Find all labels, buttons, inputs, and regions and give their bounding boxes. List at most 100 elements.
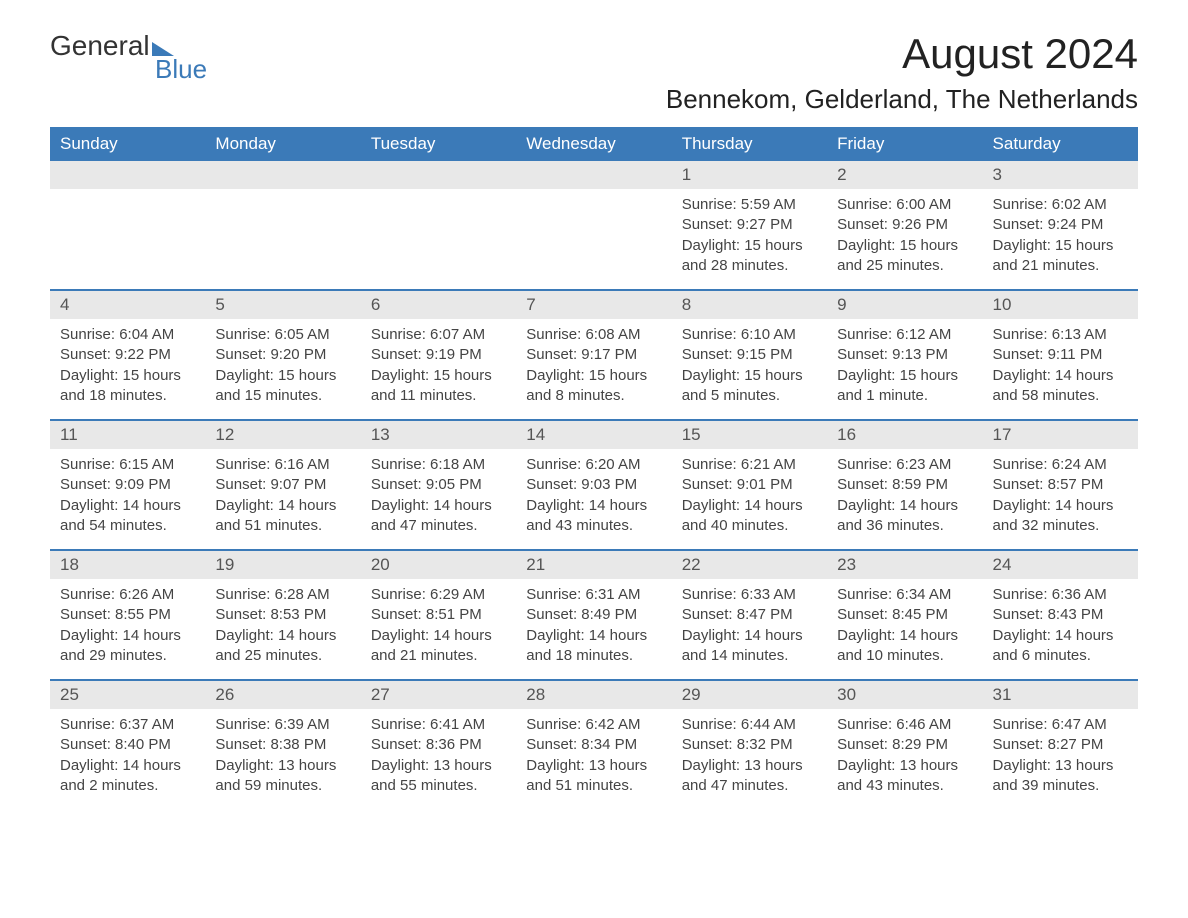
daylight-text: Daylight: 14 hours and 58 minutes. (993, 366, 1128, 407)
day-cell: 21Sunrise: 6:31 AMSunset: 8:49 PMDayligh… (516, 551, 671, 679)
day-cell: 16Sunrise: 6:23 AMSunset: 8:59 PMDayligh… (827, 421, 982, 549)
day-content: Sunrise: 6:29 AMSunset: 8:51 PMDaylight:… (361, 579, 516, 672)
day-number: 25 (50, 681, 205, 709)
daylight-text: Daylight: 14 hours and 32 minutes. (993, 496, 1128, 537)
month-title: August 2024 (666, 30, 1138, 78)
daylight-text: Daylight: 14 hours and 54 minutes. (60, 496, 195, 537)
daylight-text: Daylight: 14 hours and 40 minutes. (682, 496, 817, 537)
sunset-text: Sunset: 8:36 PM (371, 735, 506, 755)
day-content: Sunrise: 6:20 AMSunset: 9:03 PMDaylight:… (516, 449, 671, 542)
sunset-text: Sunset: 9:13 PM (837, 345, 972, 365)
empty-day-header (50, 161, 205, 189)
day-header-friday: Friday (827, 127, 982, 161)
daylight-text: Daylight: 15 hours and 8 minutes. (526, 366, 661, 407)
day-number: 23 (827, 551, 982, 579)
page-header: General Blue August 2024 Bennekom, Gelde… (50, 30, 1138, 115)
day-content: Sunrise: 6:46 AMSunset: 8:29 PMDaylight:… (827, 709, 982, 802)
daylight-text: Daylight: 15 hours and 5 minutes. (682, 366, 817, 407)
daylight-text: Daylight: 14 hours and 36 minutes. (837, 496, 972, 537)
day-content: Sunrise: 6:39 AMSunset: 8:38 PMDaylight:… (205, 709, 360, 802)
sunset-text: Sunset: 9:05 PM (371, 475, 506, 495)
daylight-text: Daylight: 15 hours and 25 minutes. (837, 236, 972, 277)
day-header-saturday: Saturday (983, 127, 1138, 161)
calendar: Sunday Monday Tuesday Wednesday Thursday… (50, 127, 1138, 809)
sunset-text: Sunset: 9:09 PM (60, 475, 195, 495)
calendar-header-row: Sunday Monday Tuesday Wednesday Thursday… (50, 127, 1138, 161)
day-cell: 29Sunrise: 6:44 AMSunset: 8:32 PMDayligh… (672, 681, 827, 809)
daylight-text: Daylight: 13 hours and 51 minutes. (526, 756, 661, 797)
sunset-text: Sunset: 9:22 PM (60, 345, 195, 365)
daylight-text: Daylight: 14 hours and 21 minutes. (371, 626, 506, 667)
day-cell: 13Sunrise: 6:18 AMSunset: 9:05 PMDayligh… (361, 421, 516, 549)
day-number: 28 (516, 681, 671, 709)
day-header-tuesday: Tuesday (361, 127, 516, 161)
sunset-text: Sunset: 8:55 PM (60, 605, 195, 625)
day-number: 16 (827, 421, 982, 449)
sunset-text: Sunset: 9:15 PM (682, 345, 817, 365)
sunset-text: Sunset: 8:43 PM (993, 605, 1128, 625)
day-cell: 23Sunrise: 6:34 AMSunset: 8:45 PMDayligh… (827, 551, 982, 679)
day-content: Sunrise: 6:13 AMSunset: 9:11 PMDaylight:… (983, 319, 1138, 412)
daylight-text: Daylight: 13 hours and 55 minutes. (371, 756, 506, 797)
day-number: 30 (827, 681, 982, 709)
day-content: Sunrise: 6:36 AMSunset: 8:43 PMDaylight:… (983, 579, 1138, 672)
daylight-text: Daylight: 14 hours and 18 minutes. (526, 626, 661, 667)
empty-day-header (361, 161, 516, 189)
day-header-thursday: Thursday (672, 127, 827, 161)
day-number: 24 (983, 551, 1138, 579)
sunset-text: Sunset: 8:49 PM (526, 605, 661, 625)
day-cell (361, 161, 516, 289)
day-cell: 6Sunrise: 6:07 AMSunset: 9:19 PMDaylight… (361, 291, 516, 419)
sunrise-text: Sunrise: 6:29 AM (371, 585, 506, 605)
sunset-text: Sunset: 9:20 PM (215, 345, 350, 365)
sunset-text: Sunset: 8:51 PM (371, 605, 506, 625)
daylight-text: Daylight: 14 hours and 6 minutes. (993, 626, 1128, 667)
day-content: Sunrise: 5:59 AMSunset: 9:27 PMDaylight:… (672, 189, 827, 282)
day-number: 17 (983, 421, 1138, 449)
daylight-text: Daylight: 14 hours and 25 minutes. (215, 626, 350, 667)
sunrise-text: Sunrise: 6:15 AM (60, 455, 195, 475)
day-content: Sunrise: 6:44 AMSunset: 8:32 PMDaylight:… (672, 709, 827, 802)
day-cell: 5Sunrise: 6:05 AMSunset: 9:20 PMDaylight… (205, 291, 360, 419)
day-cell: 14Sunrise: 6:20 AMSunset: 9:03 PMDayligh… (516, 421, 671, 549)
day-number: 10 (983, 291, 1138, 319)
sunrise-text: Sunrise: 6:31 AM (526, 585, 661, 605)
week-row: 1Sunrise: 5:59 AMSunset: 9:27 PMDaylight… (50, 161, 1138, 289)
day-number: 26 (205, 681, 360, 709)
day-cell: 28Sunrise: 6:42 AMSunset: 8:34 PMDayligh… (516, 681, 671, 809)
day-cell: 11Sunrise: 6:15 AMSunset: 9:09 PMDayligh… (50, 421, 205, 549)
logo-text-general: General (50, 30, 150, 62)
sunrise-text: Sunrise: 6:08 AM (526, 325, 661, 345)
sunset-text: Sunset: 9:07 PM (215, 475, 350, 495)
empty-day-header (516, 161, 671, 189)
sunset-text: Sunset: 8:40 PM (60, 735, 195, 755)
day-number: 18 (50, 551, 205, 579)
location-title: Bennekom, Gelderland, The Netherlands (666, 84, 1138, 115)
day-content: Sunrise: 6:08 AMSunset: 9:17 PMDaylight:… (516, 319, 671, 412)
day-content: Sunrise: 6:47 AMSunset: 8:27 PMDaylight:… (983, 709, 1138, 802)
day-cell (205, 161, 360, 289)
day-header-sunday: Sunday (50, 127, 205, 161)
day-cell: 31Sunrise: 6:47 AMSunset: 8:27 PMDayligh… (983, 681, 1138, 809)
day-cell: 30Sunrise: 6:46 AMSunset: 8:29 PMDayligh… (827, 681, 982, 809)
day-content: Sunrise: 6:15 AMSunset: 9:09 PMDaylight:… (50, 449, 205, 542)
sunrise-text: Sunrise: 6:13 AM (993, 325, 1128, 345)
sunset-text: Sunset: 9:17 PM (526, 345, 661, 365)
sunset-text: Sunset: 8:45 PM (837, 605, 972, 625)
daylight-text: Daylight: 15 hours and 11 minutes. (371, 366, 506, 407)
daylight-text: Daylight: 14 hours and 2 minutes. (60, 756, 195, 797)
day-number: 2 (827, 161, 982, 189)
daylight-text: Daylight: 14 hours and 43 minutes. (526, 496, 661, 537)
day-number: 7 (516, 291, 671, 319)
sunset-text: Sunset: 9:24 PM (993, 215, 1128, 235)
week-row: 4Sunrise: 6:04 AMSunset: 9:22 PMDaylight… (50, 289, 1138, 419)
day-number: 27 (361, 681, 516, 709)
sunrise-text: Sunrise: 6:39 AM (215, 715, 350, 735)
sunset-text: Sunset: 9:27 PM (682, 215, 817, 235)
day-content: Sunrise: 6:24 AMSunset: 8:57 PMDaylight:… (983, 449, 1138, 542)
sunrise-text: Sunrise: 6:10 AM (682, 325, 817, 345)
sunset-text: Sunset: 8:32 PM (682, 735, 817, 755)
daylight-text: Daylight: 13 hours and 39 minutes. (993, 756, 1128, 797)
sunset-text: Sunset: 8:34 PM (526, 735, 661, 755)
day-number: 11 (50, 421, 205, 449)
